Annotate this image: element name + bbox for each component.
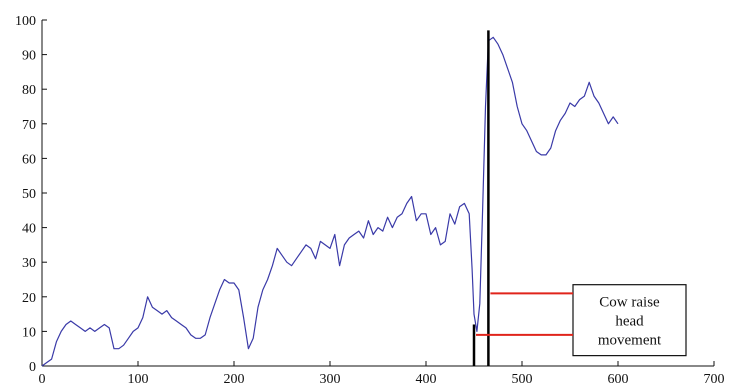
y-tick-label: 40 (22, 222, 36, 237)
annotation-line-2: head (615, 314, 644, 330)
annotation-line-3: movement (598, 333, 662, 349)
x-tick-label: 0 (39, 372, 46, 387)
y-tick-label: 100 (15, 14, 36, 29)
annotation-box (572, 284, 687, 357)
annotation: Cow raise head movement (476, 284, 687, 357)
x-axis-ticks: 0 100 200 300 400 500 600 700 (39, 361, 725, 387)
y-tick-label: 70 (22, 118, 36, 133)
x-tick-label: 200 (224, 372, 245, 387)
annotation-line-1: Cow raise (599, 295, 660, 311)
y-tick-label: 90 (22, 49, 36, 64)
marker-layer (472, 30, 490, 366)
x-tick-label: 500 (512, 372, 533, 387)
y-tick-label: 10 (22, 325, 36, 340)
y-tick-label: 50 (22, 187, 36, 202)
y-tick-label: 0 (29, 360, 36, 375)
x-tick-label: 400 (416, 372, 437, 387)
y-axis-ticks: 0 10 20 30 40 50 60 70 80 90 100 (15, 14, 47, 375)
y-tick-label: 80 (22, 83, 36, 98)
x-tick-label: 600 (608, 372, 629, 387)
y-tick-label: 20 (22, 291, 36, 306)
series-layer (41, 36, 619, 367)
x-tick-label: 300 (320, 372, 341, 387)
y-tick-label: 60 (22, 152, 36, 167)
x-tick-label: 700 (704, 372, 725, 387)
y-tick-label: 30 (22, 256, 36, 271)
series-line (41, 36, 619, 367)
x-tick-label: 100 (128, 372, 149, 387)
